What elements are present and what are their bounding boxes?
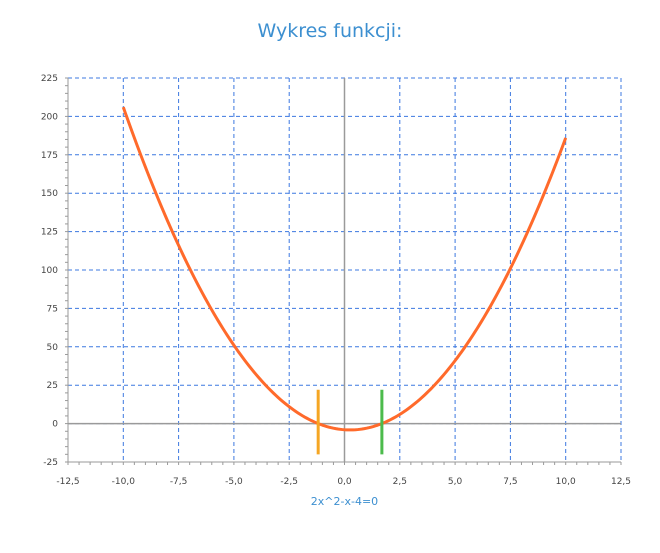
axes — [65, 77, 622, 465]
x-tick-label: -7,5 — [170, 477, 188, 487]
x-tick-label: 5,0 — [448, 477, 463, 487]
y-tick-label: 125 — [41, 228, 58, 238]
y-tick-label: 175 — [41, 151, 58, 161]
y-tick-label: 100 — [41, 266, 58, 276]
y-tick-label: 25 — [47, 381, 58, 391]
chart-title: Wykres funkcji: — [257, 20, 403, 42]
x-tick-labels: -12,5 -10,0 -7,5 -5,0 -2,5 0,0 2,5 5,0 7,5 10,0 12… — [56, 477, 631, 487]
y-tick-label: 225 — [41, 74, 58, 84]
curve-layer — [121, 106, 568, 432]
y-tick-label: 150 — [41, 189, 58, 199]
y-tick-label: 50 — [47, 343, 59, 353]
x-tick-label: -12,5 — [56, 477, 79, 487]
y-tick-labels: -25 0 25 50 75 100 125 150 175 200 225 — [41, 74, 58, 468]
x-tick-label: -5,0 — [225, 477, 243, 487]
y-tick-label: 200 — [41, 112, 58, 122]
x-tick-label: 10,0 — [556, 477, 576, 487]
x-tick-label: 2,5 — [393, 477, 407, 487]
x-tick-label: -2,5 — [280, 477, 298, 487]
x-tick-label: 12,5 — [611, 477, 631, 487]
x-tick-label: -10,0 — [112, 477, 136, 487]
function-curve — [121, 106, 568, 432]
y-tick-label: 75 — [47, 304, 58, 314]
roots-layer — [316, 389, 384, 455]
x-tick-label: 0,0 — [337, 477, 352, 487]
x-tick-label: 7,5 — [503, 477, 517, 487]
x-axis-label: 2x^2-x-4=0 — [311, 495, 378, 508]
y-tick-label: -25 — [43, 458, 58, 468]
y-tick-label: 0 — [52, 420, 58, 430]
